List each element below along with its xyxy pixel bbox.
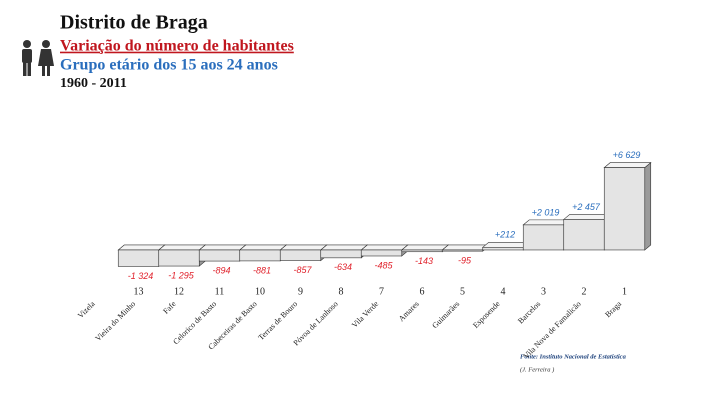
source-note: Fonte: Instituto Nacional de Estatística	[520, 353, 627, 360]
bar-top	[198, 244, 247, 251]
x-tick-label: Vizela	[76, 299, 97, 320]
bar	[360, 249, 403, 257]
rank-label: 9	[298, 286, 303, 297]
bar	[279, 249, 322, 261]
value-label: -894	[212, 265, 230, 275]
bar	[563, 219, 605, 251]
value-label: -881	[253, 265, 271, 275]
bar-top	[400, 244, 450, 251]
value-label: -1 295	[168, 270, 195, 280]
rank-label: 12	[174, 286, 184, 297]
value-label: -143	[415, 256, 433, 266]
rank-label: 10	[255, 286, 265, 297]
x-tick-label: Esposende	[471, 299, 502, 330]
x-tick-label: Póvoa de Lanhoso	[292, 299, 340, 347]
value-label: -485	[374, 260, 393, 270]
rank-label: 7	[379, 286, 384, 297]
bar	[522, 224, 565, 251]
value-label: +2 019	[532, 207, 560, 217]
x-tick-label: Amares	[397, 299, 421, 323]
bar	[158, 249, 200, 267]
x-tick-label: Vila Verde	[350, 299, 381, 330]
x-tick-label: Barcelos	[516, 299, 542, 325]
chart-title: Distrito de Braga	[60, 12, 208, 34]
bar	[441, 249, 484, 252]
value-label: -95	[458, 256, 472, 266]
rank-label: 11	[215, 286, 225, 297]
rank-label: 6	[420, 286, 425, 297]
rank-label: 4	[501, 286, 506, 297]
bar-top	[319, 244, 369, 251]
rank-label: 5	[460, 286, 465, 297]
bar-top	[603, 162, 652, 168]
bar-top	[481, 242, 531, 248]
bar-top	[441, 244, 490, 251]
bar	[198, 249, 241, 262]
value-label: +212	[495, 230, 515, 240]
x-tick-label: Terras de Bouro	[256, 299, 299, 342]
period-label: 1960 - 2011	[60, 76, 127, 91]
bar-top	[157, 244, 207, 251]
bar-top	[238, 244, 288, 251]
bar-top	[522, 219, 571, 226]
bar-top	[360, 244, 409, 251]
bar-top	[562, 214, 612, 220]
bar-side	[644, 161, 652, 251]
x-tick-label: Fafe	[161, 299, 178, 316]
value-label: +6 629	[613, 150, 641, 160]
author-note: (J. Ferreira )	[520, 366, 554, 373]
rank-label: 2	[582, 286, 587, 297]
value-label: -1 324	[128, 271, 154, 281]
bar	[401, 249, 443, 253]
group-label: Grupo etário dos 15 aos 24 anos	[60, 57, 278, 74]
bar	[482, 247, 524, 251]
bar	[603, 167, 646, 251]
x-tick-label: Guimarães	[430, 299, 461, 330]
rank-label: 8	[339, 286, 344, 297]
value-label: -857	[293, 265, 312, 275]
bar	[239, 249, 281, 262]
bar	[320, 249, 362, 259]
people-icon	[22, 40, 54, 76]
value-label: -634	[334, 262, 352, 272]
rank-label: 13	[134, 286, 144, 297]
rank-label: 3	[541, 286, 546, 297]
value-label: +2 457	[572, 202, 601, 212]
x-tick-label: Braga	[603, 299, 623, 319]
rank-label: 1	[622, 286, 627, 297]
bar	[117, 249, 160, 267]
bar-top	[279, 244, 328, 251]
x-tick-label: Vieira do Minho	[93, 299, 137, 343]
bar-top	[117, 244, 166, 251]
chart-subtitle: Variação do número de habitantes	[60, 38, 294, 55]
